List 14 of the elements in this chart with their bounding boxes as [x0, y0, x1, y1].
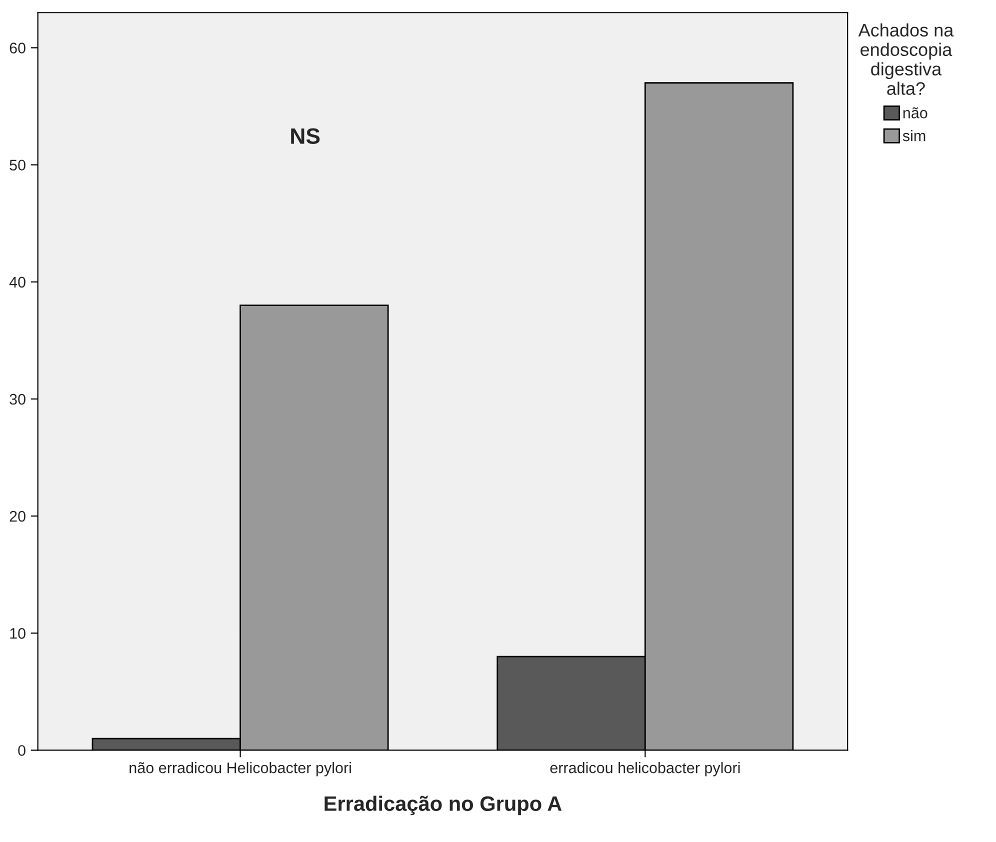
- y-tick-label: 60: [10, 42, 26, 54]
- annotation: NS: [291, 128, 320, 144]
- y-tick-label: 50: [10, 160, 26, 171]
- legend-label: não: [903, 107, 928, 118]
- legend-title: Achados na endoscopia digestiva alta?: [858, 23, 954, 95]
- y-tick-label: 20: [10, 510, 26, 522]
- y-tick-label: 10: [10, 628, 26, 639]
- legend-label: sim: [902, 130, 926, 142]
- y-tick-label: 0: [18, 745, 26, 756]
- x-tick-label: erradicou helicobacter pylori: [550, 762, 740, 776]
- y-tick-label: 40: [9, 276, 26, 288]
- y-tick-label: 30: [10, 394, 26, 405]
- x-tick-label: não erradicou Helicobacter pylori: [130, 762, 351, 776]
- x-axis-title: Erradicação no Grupo A: [324, 796, 562, 816]
